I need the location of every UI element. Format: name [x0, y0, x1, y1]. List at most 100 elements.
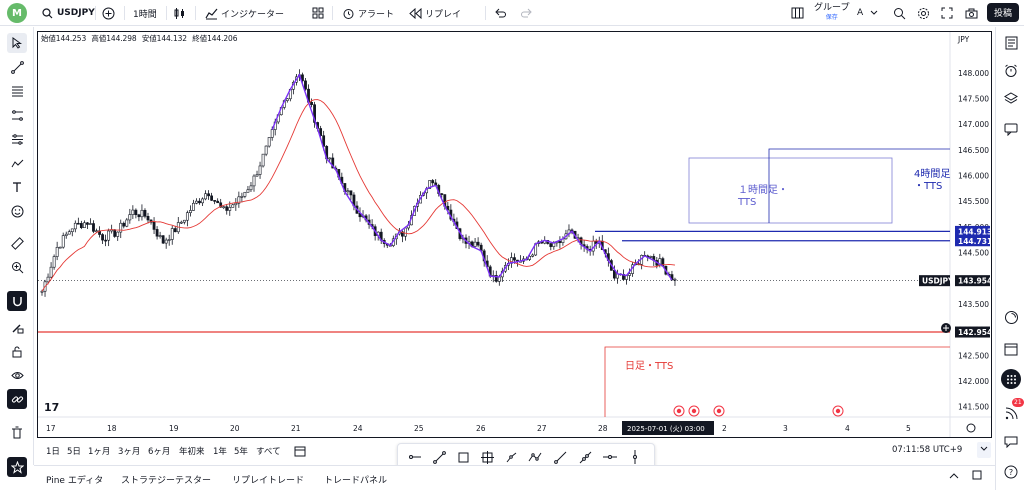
stay-drawing-tool[interactable]: [7, 317, 27, 337]
candle-body: [173, 228, 177, 233]
panel-maximize-icon[interactable]: [972, 470, 982, 483]
vertical-line-icon[interactable]: [628, 450, 642, 464]
alert-button[interactable]: アラート: [341, 4, 394, 22]
timeframe-8[interactable]: すべて: [256, 447, 281, 457]
extended-line-icon[interactable]: [578, 450, 592, 464]
feed-button[interactable]: 21: [1002, 398, 1024, 422]
collapse-button[interactable]: [977, 442, 991, 458]
delete-tool[interactable]: [7, 422, 27, 442]
quick-search-button[interactable]: [892, 4, 906, 22]
ruler-tool[interactable]: [7, 233, 27, 253]
snapshot-button[interactable]: [964, 4, 978, 22]
timeframe-6[interactable]: 1年: [213, 447, 227, 457]
timeframe-4[interactable]: 6ヶ月: [148, 447, 171, 457]
horizontal-line-icon[interactable]: [603, 450, 617, 464]
chart-type-button[interactable]: [172, 4, 186, 22]
redo-button[interactable]: [520, 4, 534, 22]
ideas-button[interactable]: [1002, 432, 1020, 450]
fullscreen-button[interactable]: [940, 4, 954, 22]
panel-tab-1[interactable]: ストラテジーテスター: [121, 476, 212, 486]
panel-collapse-icon[interactable]: [949, 472, 959, 482]
chart-pane[interactable]: 始値144.253 高値144.298 安値144.132 終値144.206 …: [37, 31, 992, 438]
candle-body: [252, 175, 256, 187]
candle-body: [79, 223, 83, 229]
candle-body: [400, 231, 404, 237]
layers-button[interactable]: [1002, 90, 1020, 108]
price-tick: 144.500: [958, 249, 989, 258]
trend-line-icon[interactable]: [432, 450, 446, 464]
timeframe-3[interactable]: 3ヶ月: [118, 447, 141, 457]
price-tag-bg: [955, 275, 990, 287]
watchlist-button[interactable]: [1002, 34, 1020, 52]
candle-body: [267, 137, 271, 147]
candle-body: [285, 98, 289, 101]
publish-button[interactable]: 投稿: [987, 3, 1019, 22]
sync-tool[interactable]: [7, 389, 27, 409]
timeframe-2[interactable]: 1ヶ月: [88, 447, 111, 457]
clock[interactable]: 07:11:58 UTC+9: [892, 445, 963, 455]
emoji-tool[interactable]: [7, 201, 27, 221]
time-tick: 20: [230, 424, 240, 433]
tradingview-logo: 𝟭𝟳: [44, 401, 60, 414]
calendar-button[interactable]: [1002, 340, 1020, 358]
goto-date-button[interactable]: [294, 445, 306, 460]
text-tool[interactable]: [7, 177, 27, 197]
candle-body: [143, 209, 147, 217]
layout-group[interactable]: グループ 保存: [814, 3, 850, 21]
favorites-tool[interactable]: [7, 457, 27, 477]
symbol-search[interactable]: USDJPY: [40, 4, 95, 22]
link-icon: [11, 395, 23, 403]
layouts-button[interactable]: [311, 4, 325, 22]
magnifier-icon: [892, 6, 906, 20]
price-tag-label: 143.954: [958, 277, 992, 286]
candle-body: [104, 239, 108, 242]
chevron-down-icon[interactable]: [870, 4, 878, 22]
settings-button[interactable]: [916, 4, 930, 22]
user-avatar[interactable]: M: [7, 3, 27, 23]
zoom-tool[interactable]: [7, 257, 27, 277]
ray-icon[interactable]: [553, 450, 567, 464]
lock-tool[interactable]: [7, 341, 27, 361]
panel-tab-3[interactable]: トレードパネル: [324, 476, 388, 486]
hide-tool[interactable]: [7, 365, 27, 385]
apps-button[interactable]: [1001, 369, 1021, 389]
candle-body: [628, 273, 631, 276]
cursor-tool[interactable]: [7, 33, 27, 53]
price-chart[interactable]: JPY 148.000 147.500 147.000 146.500 146.000 14…: [38, 32, 992, 438]
fib-tool[interactable]: [7, 81, 27, 101]
zigzag-tool[interactable]: [7, 153, 27, 173]
replay-button[interactable]: リプレイ: [408, 4, 461, 22]
panel-tab-0[interactable]: Pine エディタ: [46, 476, 104, 486]
fullscreen-icon: [940, 6, 954, 20]
layout-columns-button[interactable]: [790, 4, 804, 22]
polyline-icon[interactable]: [528, 450, 542, 464]
compare-button[interactable]: [101, 4, 115, 22]
help-button[interactable]: ?: [1002, 463, 1020, 481]
chat-button[interactable]: [1002, 120, 1020, 138]
axis-settings-icon: [966, 423, 976, 433]
event-dot: [716, 408, 722, 414]
panel-tab-2[interactable]: リプレイトレード: [232, 476, 305, 486]
timeframe-5[interactable]: 年初来: [179, 447, 205, 457]
timeframe-1[interactable]: 5日: [67, 447, 81, 457]
undo-button[interactable]: [493, 4, 507, 22]
projection-tool[interactable]: [7, 129, 27, 149]
pattern-tool[interactable]: [7, 105, 27, 125]
interval-button[interactable]: 1時間: [133, 9, 157, 20]
path-icon[interactable]: [504, 450, 518, 464]
candle-body: [513, 257, 516, 261]
crosshair-box-icon[interactable]: [480, 450, 494, 464]
trend-line-tool[interactable]: [7, 57, 27, 77]
horizontal-ray-icon[interactable]: [408, 450, 422, 464]
timeframe-0[interactable]: 1日: [46, 447, 60, 457]
timeframe-7[interactable]: 5年: [234, 447, 248, 457]
price-tick: 146.000: [958, 172, 989, 181]
candle-body: [128, 214, 132, 221]
alerts-button[interactable]: [1002, 62, 1020, 80]
indicators-button[interactable]: インジケーター: [204, 4, 284, 22]
layout-letter[interactable]: A: [857, 8, 864, 18]
magnet-tool[interactable]: [7, 291, 27, 311]
rectangle-icon[interactable]: [456, 450, 470, 464]
target-button[interactable]: [1002, 308, 1020, 326]
h4-box: [768, 148, 950, 223]
